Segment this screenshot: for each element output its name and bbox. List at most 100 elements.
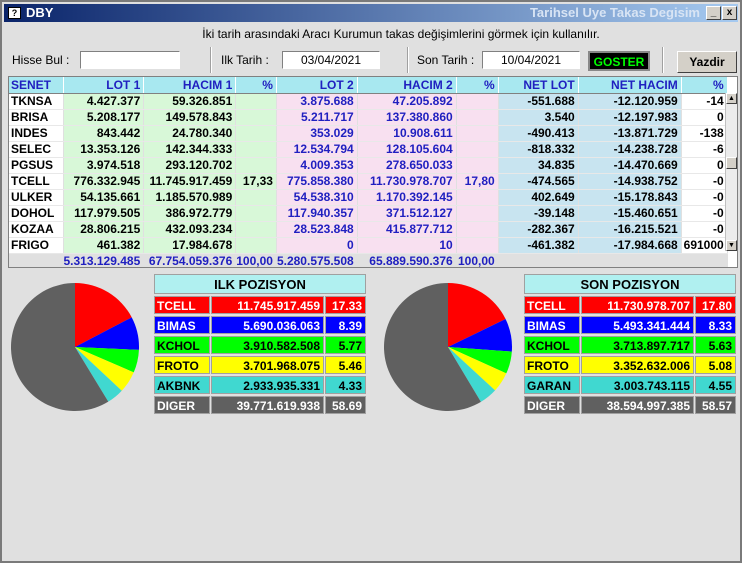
son-tarih-label: Son Tarih : xyxy=(417,53,475,67)
table-cell: 4.427.377 xyxy=(63,93,145,110)
table-row[interactable]: TCELL 776.332.945 11.745.917.459 17,33 775.8… xyxy=(9,173,728,190)
table-cell: 28.523.848 xyxy=(276,221,358,238)
table-cell: 353.029 xyxy=(276,125,358,142)
legend-value: 39.771.619.938 xyxy=(211,396,324,414)
table-cell: PGSUS xyxy=(9,157,64,174)
goster-button[interactable]: GOSTER xyxy=(588,51,650,71)
table-cell: -12.197.983 xyxy=(578,109,682,126)
table-cell: KOZAA xyxy=(9,221,64,238)
table-cell xyxy=(235,237,277,254)
table-row[interactable]: INDES 843.442 24.780.340 353.029 10.908.611 -… xyxy=(9,125,728,142)
legend-name: TCELL xyxy=(524,296,580,314)
legend-row: DIGER 39.771.619.938 58.69 xyxy=(154,396,366,414)
column-header[interactable]: % xyxy=(456,77,499,94)
pie-slice-bimas xyxy=(448,319,512,352)
table-row[interactable]: ULKER 54.135.661 1.185.570.989 54.538.310 1.… xyxy=(9,189,728,206)
total-cell: 67.754.059.376 xyxy=(143,252,237,267)
totals-row: 5.313.129.485 67.754.059.376 100,00 5.280.5… xyxy=(9,252,728,267)
table-cell: BRISA xyxy=(9,109,64,126)
table-cell: 3.974.518 xyxy=(63,157,145,174)
separator xyxy=(407,47,409,73)
table-cell: 142.344.333 xyxy=(143,141,237,158)
table-cell: 776.332.945 xyxy=(63,173,145,190)
column-header[interactable]: LOT 2 xyxy=(276,77,358,94)
table-cell: ULKER xyxy=(9,189,64,206)
table-cell: 54.135.661 xyxy=(63,189,145,206)
table-cell: 3.540 xyxy=(498,109,579,126)
table-row[interactable]: PGSUS 3.974.518 293.120.702 4.009.353 278.65… xyxy=(9,157,728,174)
total-cell: 5.280.575.508 xyxy=(276,252,358,267)
table-cell: 4.009.353 xyxy=(276,157,358,174)
hisse-search-input[interactable] xyxy=(80,51,180,69)
scroll-down-arrow[interactable]: ▼ xyxy=(726,240,737,251)
total-cell: 100,00 xyxy=(456,252,499,267)
table-cell xyxy=(235,125,277,142)
yazdir-button[interactable]: Yazdir xyxy=(677,51,737,73)
table-cell: -0 xyxy=(681,173,728,190)
table-cell: INDES xyxy=(9,125,64,142)
table-cell: -14 xyxy=(681,93,728,110)
column-header[interactable]: HACIM 2 xyxy=(357,77,457,94)
pie-slice-kchol xyxy=(448,347,512,374)
column-header[interactable]: LOT 1 xyxy=(63,77,145,94)
table-cell: -490.413 xyxy=(498,125,579,142)
legend-name: KCHOL xyxy=(524,336,580,354)
scroll-thumb[interactable] xyxy=(726,157,737,169)
column-header[interactable]: HACIM 1 xyxy=(143,77,237,94)
vertical-scrollbar[interactable]: ▲ ▼ xyxy=(725,93,737,251)
column-header[interactable]: % xyxy=(235,77,277,94)
total-cell xyxy=(498,252,579,267)
pie-slice-diger xyxy=(11,283,109,411)
table-cell: 386.972.779 xyxy=(143,205,237,222)
table-row[interactable]: SELEC 13.353.126 142.344.333 12.534.794 128.… xyxy=(9,141,728,158)
scroll-up-arrow[interactable]: ▲ xyxy=(726,93,737,104)
legend-value: 3.713.897.717 xyxy=(581,336,694,354)
table-row[interactable]: DOHOL 117.979.505 386.972.779 117.940.357 37… xyxy=(9,205,728,222)
table-cell: -15.178.843 xyxy=(578,189,682,206)
legend-value: 11.730.978.707 xyxy=(581,296,694,314)
close-button[interactable]: x xyxy=(722,6,737,20)
table-cell: -461.382 xyxy=(498,237,579,254)
minimize-button[interactable]: _ xyxy=(706,6,721,20)
son-tarih-input[interactable]: 10/04/2021 xyxy=(482,51,580,69)
table-cell: DOHOL xyxy=(9,205,64,222)
takas-table[interactable]: SENET LOT 1 HACIM 1% LOT 2 HACIM 2% NET LOT NE… xyxy=(8,76,738,268)
column-header[interactable]: SENET xyxy=(9,77,64,94)
table-row[interactable]: BRISA 5.208.177 149.578.843 5.211.717 137.38… xyxy=(9,109,728,126)
table-cell: TKNSA xyxy=(9,93,64,110)
ilk-tarih-label: Ilk Tarih : xyxy=(221,53,269,67)
table-cell xyxy=(235,93,277,110)
legend-row: GARAN 3.003.743.115 4.55 xyxy=(524,376,736,394)
table-cell: 0 xyxy=(276,237,358,254)
ilk-pozisyon-title: ILK POZISYON xyxy=(154,274,366,294)
ilk-tarih-input[interactable]: 03/04/2021 xyxy=(282,51,380,69)
table-cell: 293.120.702 xyxy=(143,157,237,174)
column-header[interactable]: NET HACIM xyxy=(578,77,682,94)
table-row[interactable]: FRIGO 461.382 17.984.678 0 10 -461.382 -17.984… xyxy=(9,237,728,254)
total-cell xyxy=(9,252,64,267)
table-cell: TCELL xyxy=(9,173,64,190)
table-cell: 843.442 xyxy=(63,125,145,142)
pie-slice-tcell xyxy=(75,283,132,347)
legend-percent: 4.33 xyxy=(325,376,366,394)
table-row[interactable]: TKNSA 4.427.377 59.326.851 3.875.688 47.205.… xyxy=(9,93,728,110)
legend-name: AKBNK xyxy=(154,376,210,394)
column-header[interactable]: NET LOT xyxy=(498,77,579,94)
column-header[interactable]: % xyxy=(681,77,728,94)
legend-percent: 5.08 xyxy=(695,356,736,374)
legend-row: AKBNK 2.933.935.331 4.33 xyxy=(154,376,366,394)
title-bar[interactable]: ? DBY Tarihsel Uye Takas Degisim _ x xyxy=(4,4,738,22)
table-cell: -17.984.668 xyxy=(578,237,682,254)
table-row[interactable]: KOZAA 28.806.215 432.093.234 28.523.848 415.… xyxy=(9,221,728,238)
table-cell: 59.326.851 xyxy=(143,93,237,110)
table-cell: -12.120.959 xyxy=(578,93,682,110)
legend-value: 5.690.036.063 xyxy=(211,316,324,334)
legend-percent: 8.39 xyxy=(325,316,366,334)
legend-name: BIMAS xyxy=(524,316,580,334)
pie-slice-diger xyxy=(384,283,481,411)
total-cell xyxy=(681,252,728,267)
table-cell: 278.650.033 xyxy=(357,157,457,174)
app-icon[interactable]: ? xyxy=(8,7,21,19)
table-cell: -15.460.651 xyxy=(578,205,682,222)
hint-text: İki tarih arasındaki Aracı Kurumun takas… xyxy=(202,27,600,41)
